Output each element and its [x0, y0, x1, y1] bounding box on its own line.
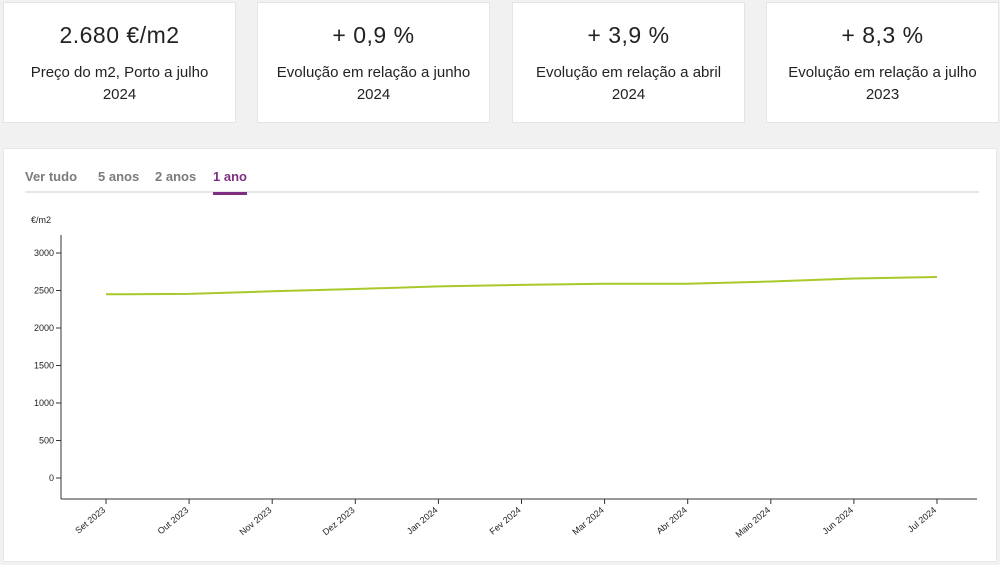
stat-label: Preço do m2, Porto a julho 2024	[14, 62, 225, 106]
stat-value: + 0,9 %	[332, 22, 415, 48]
stat-label: Evolução em relação a junho 2024	[268, 62, 479, 106]
stat-label-line1: Evolução em relação a julho	[788, 64, 977, 81]
tab-5-years[interactable]: 5 anos	[98, 169, 140, 184]
stat-label: Evolução em relação a abril 2024	[523, 62, 734, 106]
x-tick-label: Dez 2023	[321, 505, 357, 537]
stat-label-line1: Preço do m2, Porto a julho	[30, 64, 209, 81]
x-tick-label: Jan 2024	[405, 505, 440, 536]
stat-label-line2: 2024	[102, 86, 137, 103]
stat-card-monthly-change: + 0,9 % Evolução em relação a junho 2024	[257, 2, 490, 123]
stat-card-price: 2.680 €/m2 Preço do m2, Porto a julho 20…	[3, 2, 236, 123]
stat-label-line1: Evolução em relação a junho	[276, 64, 471, 81]
y-tick-label: 1500	[34, 361, 54, 371]
chart-panel: Ver tudo 5 anos 2 anos 1 ano €/m2 0 500 100…	[3, 148, 997, 562]
x-tick-label: Fev 2024	[488, 505, 523, 537]
x-tick-label: Maio 2024	[733, 505, 772, 540]
x-tick-label: Nov 2023	[238, 505, 274, 537]
stat-value: 2.680 €/m2	[59, 22, 180, 48]
price-line-chart: €/m2 0 500 1000 1500 2000 2500 3000 Set 2023 Out …	[31, 215, 977, 540]
y-tick-label: 1000	[34, 398, 54, 408]
y-tick-label: 2500	[34, 286, 54, 296]
stat-card-quarterly-change: + 3,9 % Evolução em relação a abril 2024	[512, 2, 745, 123]
stat-card-yearly-change: + 8,3 % Evolução em relação a julho 2023	[766, 2, 999, 123]
y-tick-label: 3000	[34, 248, 54, 258]
tab-1-year[interactable]: 1 ano	[213, 169, 247, 195]
period-tabs: Ver tudo 5 anos 2 anos 1 ano	[25, 169, 979, 195]
stat-label-line2: 2024	[611, 86, 646, 103]
stat-label-line2: 2024	[356, 86, 391, 103]
stats-row: 2.680 €/m2 Preço do m2, Porto a julho 20…	[0, 0, 1000, 125]
x-tick-label: Jul 2024	[906, 505, 938, 535]
y-axis-title: €/m2	[31, 215, 51, 225]
stat-value: + 8,3 %	[841, 22, 924, 48]
tab-2-years[interactable]: 2 anos	[155, 169, 197, 184]
stat-value: + 3,9 %	[587, 22, 670, 48]
stat-label: Evolução em relação a julho 2023	[777, 62, 988, 106]
x-tick-label: Jun 2024	[820, 505, 855, 536]
tab-all[interactable]: Ver tudo	[25, 169, 78, 184]
x-tick-label: Set 2023	[73, 505, 107, 536]
x-tick-label: Out 2023	[156, 505, 191, 536]
y-tick-label: 0	[49, 473, 54, 483]
y-tick-label: 500	[39, 436, 54, 446]
stat-label-line2: 2023	[865, 86, 900, 103]
x-tick-label: Abr 2024	[655, 505, 689, 536]
price-series-line	[105, 276, 938, 296]
stat-label-line1: Evolução em relação a abril	[535, 64, 722, 81]
y-tick-label: 2000	[34, 323, 54, 333]
x-tick-label: Mar 2024	[570, 505, 606, 537]
